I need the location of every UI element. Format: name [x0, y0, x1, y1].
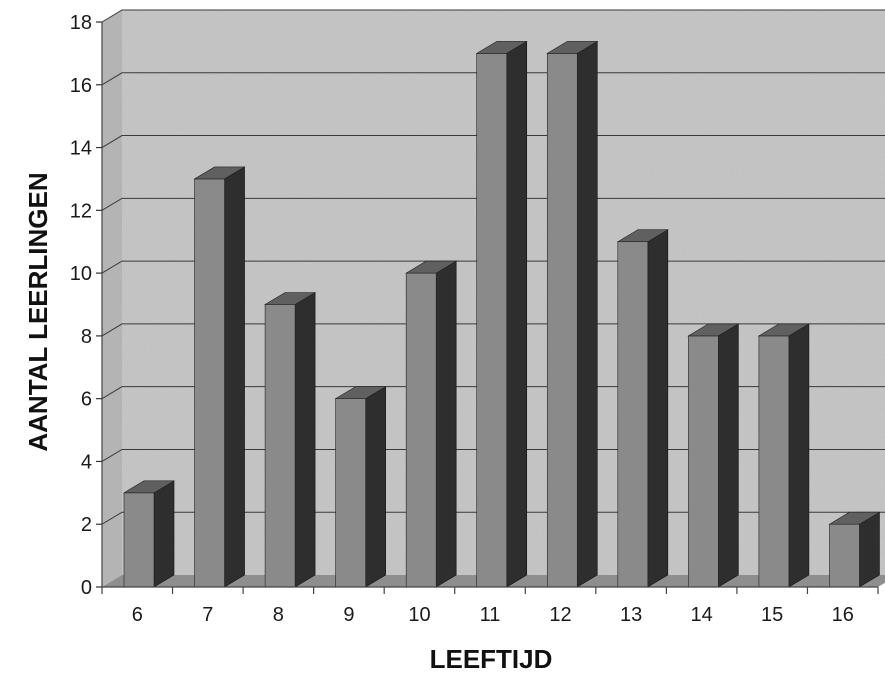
y-tick-label: 14: [70, 138, 92, 160]
bar-front: [264, 304, 296, 588]
bar-side: [153, 480, 175, 588]
bar-side: [506, 40, 528, 588]
bar-10: [405, 260, 458, 588]
x-tick-label: 9: [343, 604, 354, 626]
axes: [101, 22, 878, 588]
x-tick-label: 14: [691, 604, 713, 626]
gridline: [101, 135, 885, 148]
side-wall: [102, 10, 122, 587]
bar-front: [617, 241, 649, 588]
bar-top: [546, 41, 599, 54]
x-tick-label: 13: [620, 604, 642, 626]
bars: [122, 40, 881, 588]
x-tick-label: 11: [480, 604, 501, 626]
bar-12: [546, 40, 599, 588]
bar-front: [688, 335, 719, 588]
y-tick-label: 12: [70, 200, 92, 222]
bar-side: [435, 260, 457, 588]
x-tick-label: 15: [761, 604, 783, 626]
bar-9: [334, 386, 387, 588]
bar-7: [193, 166, 246, 588]
bar-front: [476, 53, 508, 588]
y-tick-label: 6: [81, 389, 92, 411]
bar-side: [576, 40, 598, 588]
y-tick-label: 0: [81, 577, 92, 599]
bar-15: [757, 323, 810, 588]
bar-side: [365, 386, 386, 588]
bar-11: [475, 40, 528, 588]
x-tick-label: 8: [273, 604, 284, 626]
bar-side: [294, 291, 316, 588]
y-tick-label: 8: [81, 326, 92, 348]
bar-side: [788, 323, 810, 588]
bar-front: [829, 523, 860, 588]
bar-front: [758, 335, 790, 588]
bar-top: [334, 386, 387, 399]
bar-front: [335, 398, 366, 588]
gridline: [101, 9, 885, 23]
bar-top: [828, 511, 881, 525]
y-tick-label: 18: [70, 12, 92, 34]
bar-6: [122, 480, 176, 588]
bar-8: [264, 291, 317, 588]
bar-side: [647, 229, 669, 588]
x-tick-label: 7: [202, 604, 213, 626]
bar-top: [475, 41, 528, 54]
y-tick-label: 4: [81, 451, 92, 473]
bar-side: [224, 166, 245, 588]
x-axis-title: LEEFTIJD: [430, 644, 553, 673]
x-tick-label: 10: [408, 604, 430, 626]
bar-front: [546, 53, 578, 588]
bar-side: [859, 511, 880, 588]
y-axis-title: AANTAL LEERLINGEN: [23, 172, 53, 451]
x-tick-label: 16: [832, 604, 854, 626]
bar-top: [264, 292, 317, 305]
x-tick-label: 6: [132, 604, 143, 626]
bar-top: [687, 323, 740, 337]
gridline: [101, 197, 885, 211]
x-tick-label: 12: [549, 604, 571, 626]
bar-14: [687, 323, 740, 588]
bar-top: [616, 229, 669, 243]
bar-top: [757, 323, 810, 337]
bar-top: [122, 480, 176, 494]
bar-side: [718, 323, 739, 588]
y-tick-label: 2: [81, 514, 92, 536]
bar-front: [123, 492, 155, 588]
bar-front: [194, 178, 225, 588]
bar-front: [405, 272, 437, 588]
y-tick-labels: 0 2 4 6 8 10 12 14 16 18: [70, 12, 102, 599]
y-tick-label: 10: [70, 263, 92, 285]
y-tick-label: 16: [70, 75, 92, 97]
bar-top: [405, 260, 458, 274]
bar-16: [828, 511, 881, 588]
gridline: [101, 72, 885, 86]
x-tick-labels: 6 7 8 9 10 11 12 13 14 15 16: [101, 587, 879, 626]
bar-13: [616, 229, 669, 588]
bar-top: [193, 166, 246, 180]
